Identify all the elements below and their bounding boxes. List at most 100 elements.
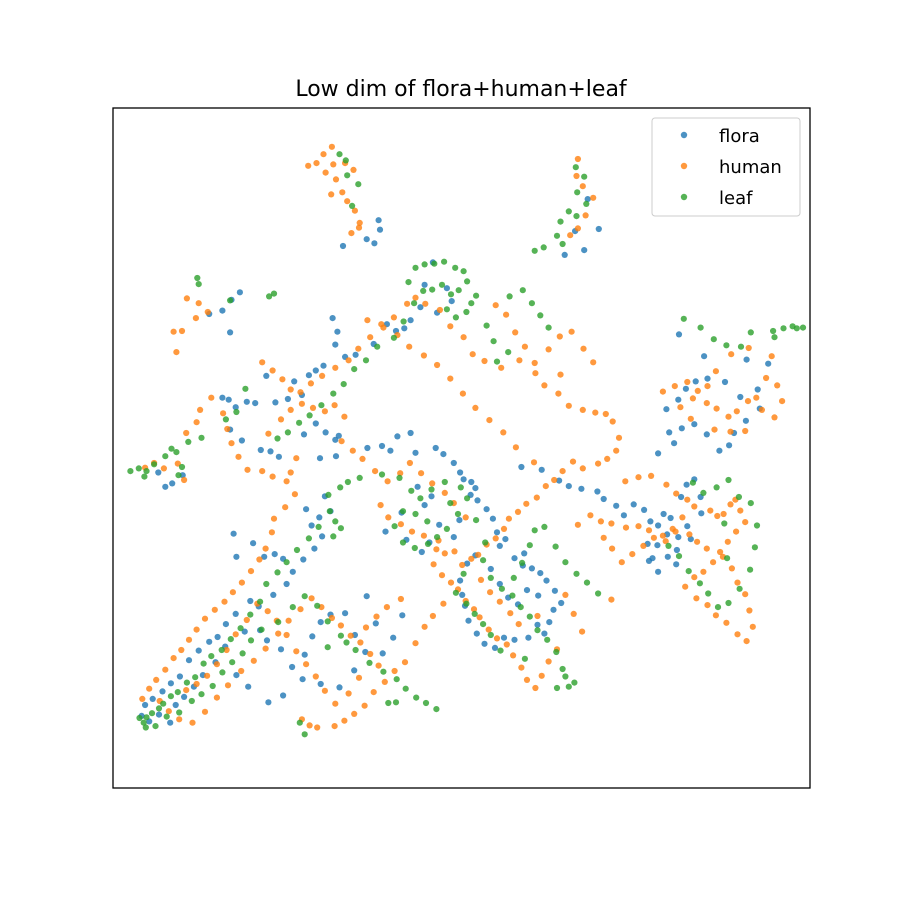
point-flora <box>511 555 518 562</box>
point-leaf <box>258 626 265 633</box>
point-human <box>380 324 387 331</box>
point-leaf <box>433 706 440 713</box>
point-flora <box>263 637 271 644</box>
point-leaf <box>198 691 205 698</box>
point-leaf <box>344 478 351 486</box>
point-human <box>332 364 339 371</box>
point-human <box>328 191 335 198</box>
point-leaf <box>160 700 167 707</box>
point-leaf <box>301 593 308 600</box>
point-human <box>351 710 358 718</box>
point-leaf <box>487 574 494 582</box>
point-flora <box>382 528 389 535</box>
point-human <box>332 176 340 183</box>
point-flora <box>230 530 237 537</box>
point-flora <box>316 514 323 521</box>
point-human <box>331 402 338 409</box>
point-human <box>165 708 172 715</box>
point-flora <box>334 328 341 335</box>
point-human <box>250 657 257 664</box>
point-leaf <box>460 268 467 275</box>
legend-label-leaf: leaf <box>719 188 753 209</box>
point-leaf <box>152 723 159 730</box>
point-leaf <box>490 338 497 345</box>
point-human <box>201 708 209 715</box>
point-flora <box>565 483 572 490</box>
point-flora <box>375 217 382 224</box>
point-leaf <box>227 636 234 643</box>
point-human <box>279 376 286 383</box>
point-human <box>679 514 686 521</box>
point-human <box>355 674 363 681</box>
point-flora <box>319 533 326 540</box>
point-human <box>742 591 749 598</box>
point-human <box>694 538 701 545</box>
plot-points <box>127 143 807 738</box>
point-leaf <box>162 453 169 460</box>
point-human <box>314 724 321 731</box>
point-flora <box>378 442 386 450</box>
point-human <box>153 676 160 684</box>
point-human <box>381 678 388 686</box>
point-human <box>447 323 454 330</box>
point-leaf <box>675 553 683 560</box>
point-leaf <box>559 665 566 673</box>
point-flora <box>181 693 188 701</box>
point-human <box>573 172 580 180</box>
point-flora <box>456 517 463 524</box>
point-human <box>287 406 294 413</box>
point-human <box>434 361 441 369</box>
point-flora <box>692 378 699 385</box>
point-human <box>176 716 183 723</box>
point-human <box>221 598 228 605</box>
point-human <box>662 538 669 545</box>
point-flora <box>316 455 324 462</box>
point-human <box>406 343 413 350</box>
point-leaf <box>143 714 150 721</box>
point-leaf <box>301 731 308 738</box>
point-human <box>532 684 539 692</box>
point-human <box>481 357 488 365</box>
point-leaf <box>270 290 278 297</box>
point-leaf <box>293 546 301 554</box>
point-leaf <box>696 580 704 587</box>
point-leaf <box>428 486 435 493</box>
point-leaf <box>747 566 754 573</box>
point-leaf <box>441 258 448 265</box>
point-flora <box>309 633 316 640</box>
point-human <box>579 628 586 635</box>
point-human <box>531 359 538 367</box>
point-flora <box>464 560 471 567</box>
point-human <box>500 525 508 533</box>
point-human <box>367 334 374 341</box>
point-human <box>749 623 756 630</box>
point-human <box>391 667 398 675</box>
legend: flora human leaf <box>651 117 801 217</box>
point-human <box>373 613 380 620</box>
point-human <box>622 524 630 531</box>
point-flora <box>543 577 550 584</box>
point-leaf <box>540 244 547 251</box>
point-flora <box>342 610 349 617</box>
point-leaf <box>431 260 438 267</box>
point-leaf <box>318 402 325 409</box>
point-leaf <box>559 240 566 248</box>
point-human <box>771 414 778 421</box>
point-human <box>663 481 670 488</box>
point-leaf <box>263 580 270 588</box>
point-flora <box>332 436 339 443</box>
point-human <box>672 528 679 535</box>
point-human <box>555 390 562 397</box>
point-human <box>503 311 510 318</box>
point-flora <box>675 331 683 338</box>
point-human <box>763 374 770 382</box>
point-human <box>269 473 276 480</box>
point-flora <box>167 719 174 726</box>
point-leaf <box>420 287 427 294</box>
point-human <box>283 631 290 639</box>
point-human <box>377 502 384 509</box>
point-leaf <box>457 484 464 491</box>
point-flora <box>465 617 472 624</box>
point-leaf <box>192 674 199 681</box>
point-human <box>509 652 517 659</box>
